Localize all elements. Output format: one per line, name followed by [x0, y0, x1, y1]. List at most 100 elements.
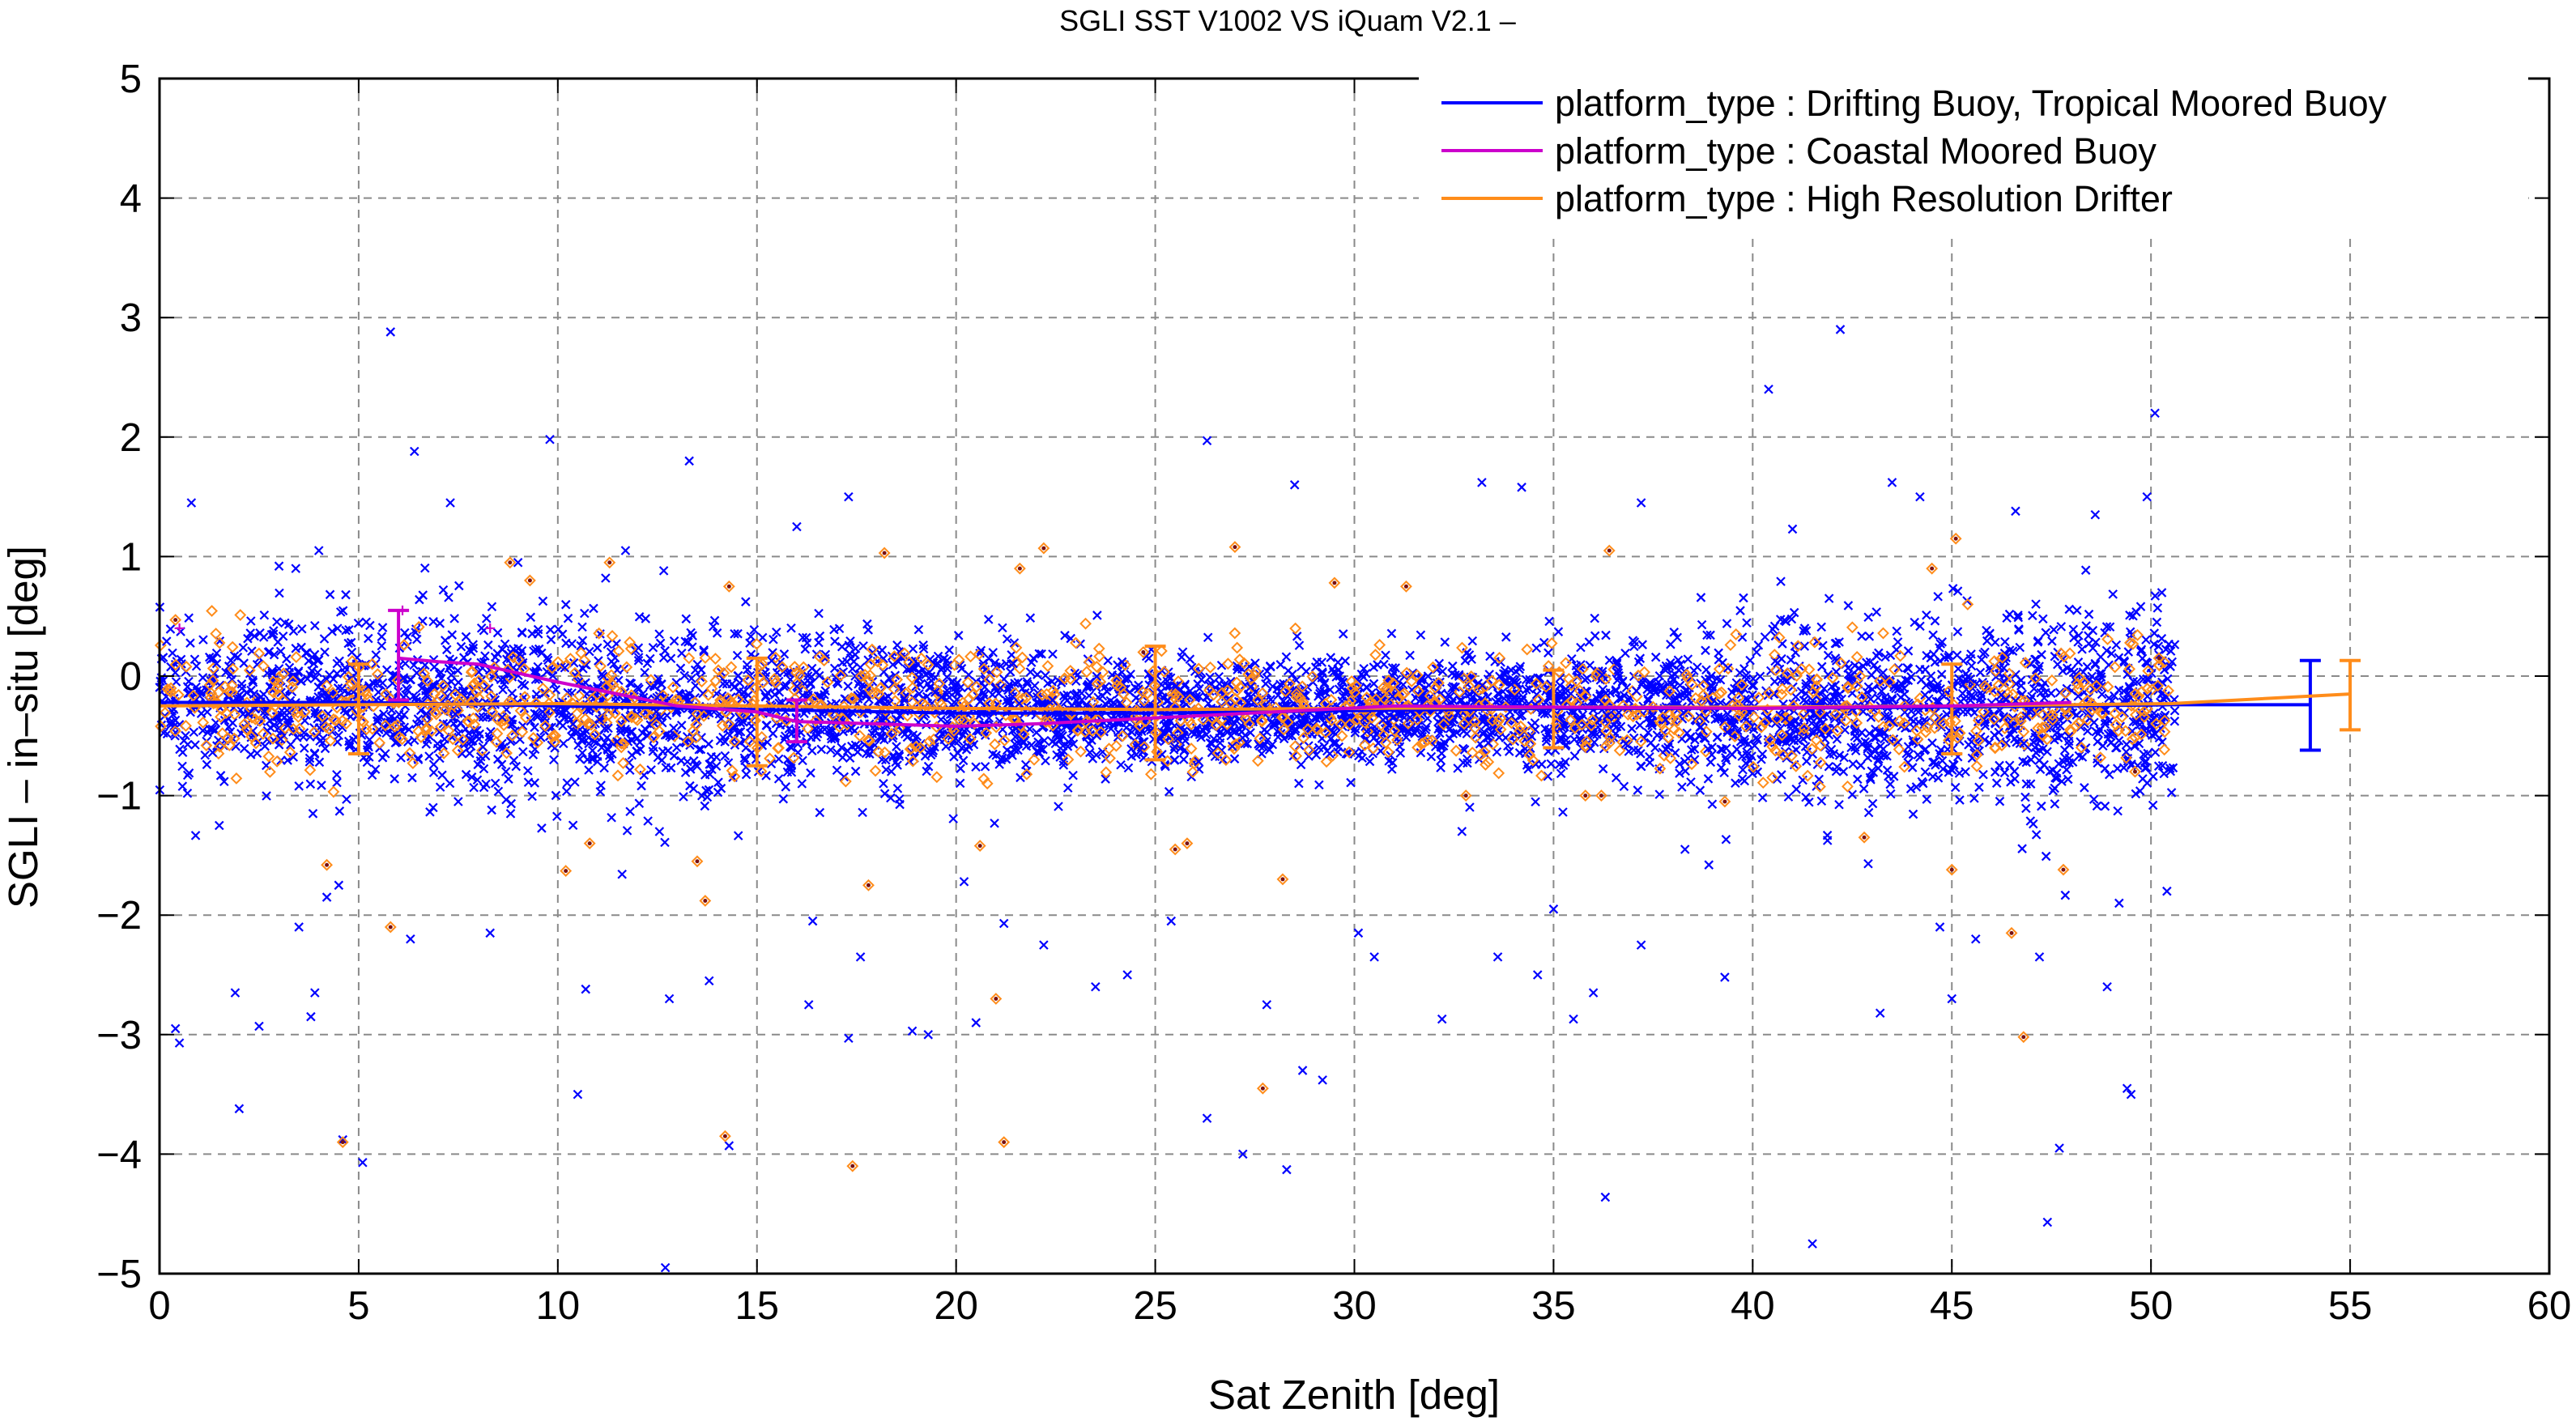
point-drifting — [413, 714, 424, 724]
point-drifting — [1838, 767, 1849, 776]
point-drifting — [2050, 799, 2060, 809]
point-drifting — [757, 740, 768, 751]
point-drifting — [1832, 734, 1842, 744]
point-drifting — [1611, 772, 1621, 783]
point-drifting — [1791, 784, 1802, 794]
point-drifting — [1350, 728, 1360, 738]
point-drifting — [1914, 664, 1925, 674]
point-drifting — [1783, 792, 1794, 802]
point-drifting — [2083, 726, 2093, 736]
point-drifting — [633, 656, 644, 666]
point-drifting — [313, 667, 323, 678]
point-drifting — [198, 673, 208, 683]
point-drifting — [987, 690, 998, 700]
point-drifting — [177, 761, 187, 772]
point-drifting — [532, 709, 543, 719]
point-drifting — [2060, 890, 2071, 900]
point-drifting — [980, 762, 990, 772]
point-drifting — [1009, 638, 1020, 648]
point-drifting — [1531, 643, 1542, 653]
point-drifting — [1666, 640, 1675, 649]
point-drifting — [190, 831, 201, 840]
point-drifting — [1254, 669, 1265, 679]
point-drifting — [2162, 674, 2173, 684]
point-drifting — [411, 628, 420, 637]
point-drifting — [1696, 593, 1706, 602]
point-drifting — [371, 650, 381, 660]
point-drifting — [435, 782, 445, 792]
point-drifting — [1727, 687, 1737, 697]
point-drifting — [1636, 761, 1646, 771]
point-drifting — [325, 589, 335, 600]
point-drifting — [2084, 609, 2094, 619]
point-drifting — [2026, 755, 2036, 765]
point-drifting — [679, 792, 688, 802]
point-drifting — [575, 754, 585, 764]
point-drifting — [1517, 710, 1527, 721]
point-drifting — [1062, 783, 1073, 793]
point-drifting — [1654, 789, 1665, 799]
point-drifting — [258, 632, 269, 642]
point-drifting — [1007, 650, 1016, 660]
point-drifting — [400, 658, 411, 669]
point-drifting — [739, 753, 750, 764]
point-drifting — [1701, 645, 1710, 656]
point-drifting — [741, 769, 752, 780]
point-drifting — [1867, 798, 1878, 809]
point-drifting — [1995, 760, 2004, 771]
point-drifting — [1955, 795, 1965, 805]
point-drifting — [568, 820, 578, 831]
point-drifting — [1576, 642, 1586, 653]
point-drifting — [955, 778, 965, 789]
point-drifting — [177, 781, 188, 791]
point-drifting — [2148, 800, 2158, 810]
point-drifting — [288, 626, 299, 636]
point-drifting — [1922, 610, 1931, 620]
point-drifting — [302, 674, 313, 684]
point-drifting — [1843, 601, 1854, 611]
point-drifting — [182, 788, 193, 798]
point-drifting — [552, 811, 562, 822]
point-drifting — [749, 625, 760, 635]
point-drifting — [2108, 589, 2118, 599]
point-drifting — [1954, 768, 1965, 778]
point-drifting — [1085, 747, 1095, 758]
point-drifting — [1777, 770, 1786, 780]
point-drifting — [2000, 636, 2010, 647]
point-drifting — [549, 755, 559, 765]
point-drifting — [1314, 780, 1324, 790]
point-drifting — [1745, 655, 1755, 666]
point-drifting — [483, 640, 493, 650]
point-drifting — [576, 640, 585, 651]
point-drifting — [625, 765, 635, 776]
point-drifting — [1969, 691, 1978, 702]
point-drifting — [1749, 741, 1760, 751]
point-drifting — [1457, 695, 1467, 705]
point-drifting — [1652, 730, 1663, 740]
point-drifting — [2166, 788, 2177, 798]
chart-title: SGLI SST V1002 VS iQuam V2.1 – — [1059, 4, 1516, 37]
point-drifting — [602, 639, 613, 649]
point-drifting — [319, 634, 330, 644]
point-drifting — [1742, 618, 1752, 628]
point-drifting — [839, 772, 849, 782]
point-drifting — [577, 622, 587, 632]
point-drifting — [1569, 751, 1580, 761]
point-drifting — [2104, 769, 2114, 780]
point-drifting — [1620, 649, 1630, 658]
point-drifting — [1436, 763, 1446, 772]
point-drifting — [332, 777, 342, 788]
point-drifting — [165, 624, 176, 634]
point-drifting — [1604, 655, 1615, 666]
point-drifting — [1440, 637, 1450, 647]
point-drifting — [297, 623, 307, 634]
point-drifting — [442, 645, 452, 655]
point-drifting — [453, 666, 463, 675]
point-drifting — [953, 687, 964, 698]
point-drifting — [435, 619, 445, 628]
point-drifting — [1848, 759, 1858, 769]
point-drifting — [778, 793, 789, 804]
point-drifting — [713, 777, 723, 787]
point-drifting — [1416, 747, 1426, 758]
